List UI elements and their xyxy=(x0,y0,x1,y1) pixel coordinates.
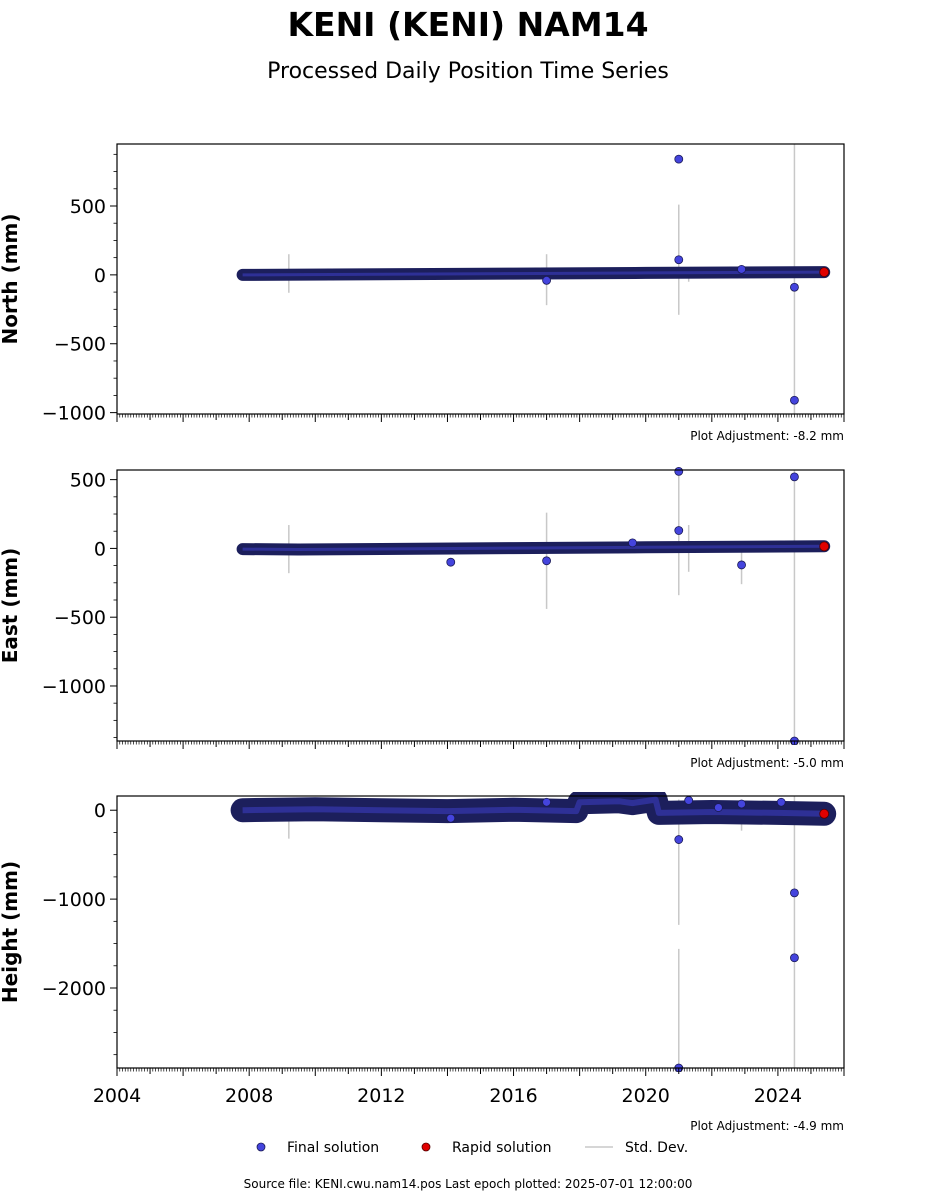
y-tick-label: −2000 xyxy=(42,978,106,1000)
legend: Final solution Rapid solution Std. Dev. xyxy=(256,1140,688,1156)
y-axis-label: Height (mm) xyxy=(0,861,22,1003)
y-tick-label: 0 xyxy=(94,800,106,822)
legend-final-marker xyxy=(256,1142,266,1152)
x-tick-label: 2008 xyxy=(225,1085,273,1107)
y-tick-label: −1000 xyxy=(42,889,106,911)
final-solution-point xyxy=(737,799,746,809)
final-solution-point xyxy=(542,797,551,807)
y-tick-label: −1000 xyxy=(42,403,106,425)
final-solution-point xyxy=(776,797,786,807)
y-tick-label: 0 xyxy=(94,538,106,560)
final-solution-point xyxy=(674,835,684,844)
legend-rapid-marker xyxy=(421,1142,431,1152)
final-solution-point xyxy=(674,466,684,476)
y-tick-label: −1000 xyxy=(42,676,106,698)
y-tick-label: −500 xyxy=(54,607,106,629)
y-axis-label: East (mm) xyxy=(0,548,22,664)
x-tick-label: 2020 xyxy=(622,1085,670,1107)
y-tick-label: 500 xyxy=(70,196,106,218)
final-solution-point xyxy=(737,264,746,274)
final-solution-band xyxy=(230,792,837,826)
x-tick-label: 2012 xyxy=(357,1085,405,1107)
final-solution-band xyxy=(236,266,831,281)
legend-stddev-label: Std. Dev. xyxy=(625,1140,688,1156)
plot-frame xyxy=(116,795,845,1069)
final-solution-band-highlight xyxy=(242,270,825,277)
plot-area xyxy=(236,144,831,414)
rapid-solution-point xyxy=(819,541,830,552)
final-solution-point xyxy=(446,557,456,567)
source-footnote: Source file: KENI.cwu.nam14.pos Last epo… xyxy=(244,1177,693,1191)
final-solution-band-highlight xyxy=(242,796,825,817)
chart-title: KENI (KENI) NAM14 xyxy=(287,5,648,44)
x-tick-label: 2024 xyxy=(754,1085,802,1107)
final-solution-point xyxy=(790,888,799,898)
chart-subtitle: Processed Daily Position Time Series xyxy=(267,59,669,84)
y-tick-label: −500 xyxy=(54,334,106,356)
final-solution-point xyxy=(790,472,799,482)
y-tick-label: 500 xyxy=(70,470,106,492)
plot-frame xyxy=(116,469,845,742)
final-solution-point xyxy=(737,560,746,570)
rapid-solution-point xyxy=(819,808,830,819)
plot-area xyxy=(236,466,831,745)
plot-adjustment-label: Plot Adjustment: -4.9 mm xyxy=(690,1119,844,1133)
final-solution-band xyxy=(236,540,831,556)
rapid-solution-point xyxy=(819,267,830,278)
panel-0: 500 0 −500 −1000 North (mm) Plot Adjustment: … xyxy=(0,143,845,443)
final-solution-point xyxy=(446,813,456,823)
y-tick-label: 0 xyxy=(94,265,106,287)
final-solution-point xyxy=(674,526,684,535)
final-solution-point xyxy=(542,556,551,566)
panel-1: 500 0 −500 −1000 East (mm) Plot Adjustment: -… xyxy=(0,466,845,770)
plot-adjustment-label: Plot Adjustment: -5.0 mm xyxy=(690,756,844,770)
panel-2: 0 −1000 −2000 2004 2008 2012 2016 2020 2024 Heigh… xyxy=(0,792,845,1133)
legend-rapid-label: Rapid solution xyxy=(452,1140,552,1156)
final-solution-point xyxy=(674,255,684,265)
final-solution-band-highlight xyxy=(242,544,825,551)
final-solution-point xyxy=(674,154,684,164)
panels-group: 500 0 −500 −1000 North (mm) Plot Adjustment: … xyxy=(0,143,845,1133)
final-solution-point xyxy=(790,953,799,963)
final-solution-point xyxy=(790,395,799,405)
final-solution-point xyxy=(542,275,551,285)
plot-area xyxy=(230,792,837,1072)
x-tick-label: 2004 xyxy=(93,1085,141,1107)
final-solution-point xyxy=(790,282,799,292)
final-solution-point xyxy=(628,538,637,548)
plot-adjustment-label: Plot Adjustment: -8.2 mm xyxy=(690,429,844,443)
y-axis-label: North (mm) xyxy=(0,213,22,344)
final-solution-point xyxy=(714,803,723,812)
final-solution-point xyxy=(684,796,694,805)
x-tick-label: 2016 xyxy=(489,1085,537,1107)
legend-final-label: Final solution xyxy=(287,1140,379,1156)
